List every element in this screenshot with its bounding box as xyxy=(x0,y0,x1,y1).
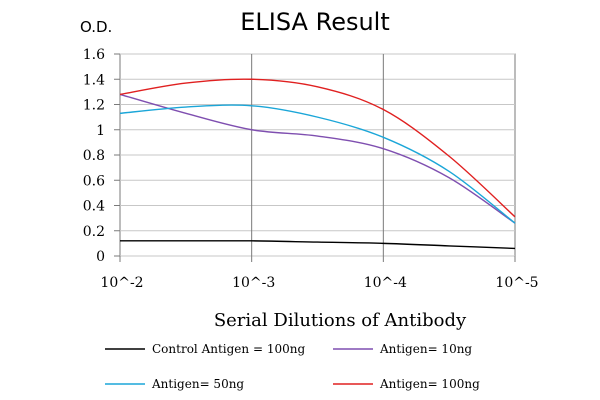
x-tick-label: 10^-3 xyxy=(232,275,275,291)
y-tick-label: 0.4 xyxy=(83,199,105,215)
y-tick-label: 0.2 xyxy=(83,224,105,240)
chart-title: ELISA Result xyxy=(240,8,390,36)
legend-label-2: Antigen= 10ng xyxy=(379,342,472,356)
series-line-4 xyxy=(119,78,516,218)
legend-label-4: Antigen= 100ng xyxy=(379,377,480,391)
y-tick-label: 0.6 xyxy=(83,173,105,189)
series-line-1 xyxy=(120,240,516,250)
plot-area xyxy=(119,53,516,257)
y-tick-label: 1.6 xyxy=(83,47,105,63)
series-line-2 xyxy=(119,93,516,224)
legend: Control Antigen = 100ng Antigen= 10ng Anti… xyxy=(105,342,480,391)
y-tick-label: 0 xyxy=(96,249,105,265)
series-layer xyxy=(119,78,516,250)
y-tick-label: 1.4 xyxy=(83,72,105,88)
series-line-3 xyxy=(119,104,516,224)
legend-label-3: Antigen= 50ng xyxy=(151,377,244,391)
legend-label-1: Control Antigen = 100ng xyxy=(152,342,305,356)
x-tick-label: 10^-2 xyxy=(100,275,143,291)
y-axis-label: O.D. xyxy=(80,18,112,36)
x-axis-label: Serial Dilutions of Antibody xyxy=(214,310,467,331)
x-tick-label: 10^-4 xyxy=(364,275,407,291)
y-tick-label: 0.8 xyxy=(83,148,105,164)
y-tick-label: 1.2 xyxy=(83,98,105,114)
x-tick-label: 10^-5 xyxy=(495,275,538,291)
y-tick-label: 1 xyxy=(96,123,105,139)
